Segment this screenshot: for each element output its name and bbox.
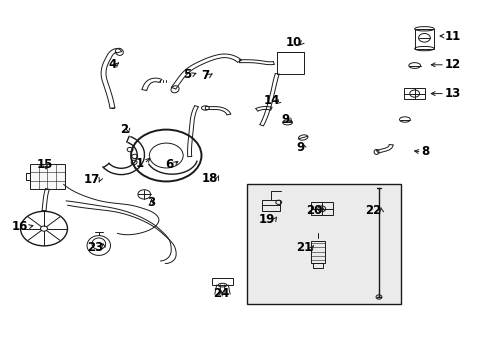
Bar [246,184,400,304]
Text: 9: 9 [281,113,289,126]
Text: 10: 10 [285,36,302,49]
Bar [310,241,325,263]
Bar [403,88,425,99]
Text: 9: 9 [295,141,304,154]
Bar [310,202,332,215]
Text: 3: 3 [147,196,155,209]
Text: 1: 1 [136,157,144,170]
Text: 6: 6 [165,158,173,171]
Bar [277,52,304,74]
Text: 14: 14 [263,94,279,107]
Text: 17: 17 [84,173,100,186]
Bar [30,164,65,189]
Bar [261,200,280,211]
Bar [211,278,233,285]
Text: 7: 7 [201,69,209,82]
Text: 23: 23 [87,241,103,254]
Text: 2: 2 [120,123,128,136]
Text: 21: 21 [295,241,311,254]
Text: 11: 11 [444,30,460,42]
Text: 22: 22 [365,204,381,217]
Text: 8: 8 [421,145,429,158]
Text: 13: 13 [444,87,460,100]
Text: 16: 16 [12,220,28,233]
Bar [414,29,433,49]
Text: 5: 5 [183,68,191,81]
Text: 12: 12 [444,58,460,71]
Text: 4: 4 [108,58,116,71]
Text: 24: 24 [212,287,229,300]
Bar [312,263,322,268]
Text: 19: 19 [258,213,274,226]
Text: 18: 18 [201,172,217,185]
Text: 15: 15 [37,158,53,171]
Text: 20: 20 [306,204,322,217]
